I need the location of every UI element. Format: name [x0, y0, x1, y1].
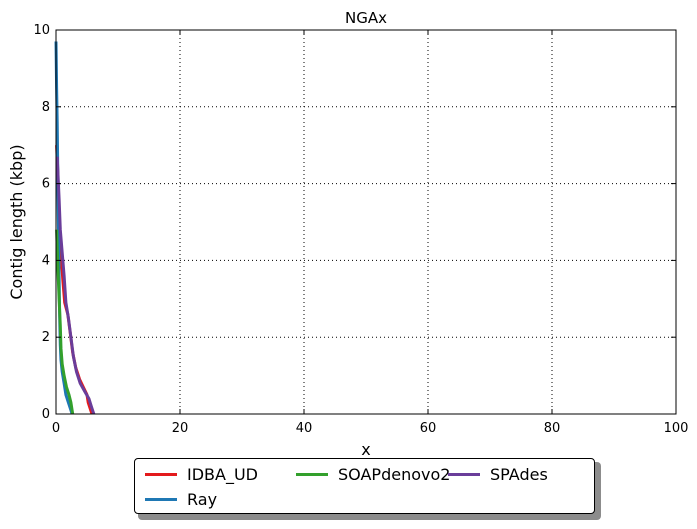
x-tick-label: 40 [296, 421, 313, 436]
legend-item: SPAdes [448, 463, 548, 485]
x-tick-label: 60 [420, 421, 437, 436]
x-tick-label: 80 [544, 421, 561, 436]
legend-swatch [448, 472, 480, 476]
x-tick-label: 20 [172, 421, 189, 436]
legend: IDBA_UD Ray SOAPdenovo2 SPAdes [134, 458, 595, 514]
plot-frame [55, 29, 677, 415]
grid [55, 29, 677, 415]
legend-swatch [145, 472, 177, 476]
y-tick-label: 0 [42, 407, 50, 422]
legend-label: SPAdes [490, 464, 548, 484]
series-lines [54, 41, 96, 415]
series-line-spades [55, 156, 96, 415]
legend-swatch [296, 472, 328, 476]
chart-title: NGAx [345, 9, 387, 27]
y-tick-label: 10 [33, 23, 50, 38]
legend-item: IDBA_UD [145, 463, 258, 485]
x-tick-label: 0 [52, 421, 60, 436]
y-tick-label: 8 [42, 100, 50, 115]
x-tick-label: 100 [664, 421, 689, 436]
ticks: 0 20 40 60 80 100 0 2 4 6 8 10 [33, 23, 688, 436]
legend-swatch [145, 497, 177, 501]
y-tick-label: 4 [42, 253, 50, 268]
legend-label: Ray [187, 489, 218, 509]
legend-label: IDBA_UD [187, 464, 258, 484]
y-tick-label: 2 [42, 330, 50, 345]
series-line-soapdenovo2 [55, 229, 75, 415]
series-line-ray [54, 41, 74, 415]
legend-label: SOAPdenovo2 [338, 464, 451, 484]
y-axis-label: Contig length (kbp) [7, 144, 26, 299]
x-axis-label: x [361, 440, 370, 459]
legend-item: SOAPdenovo2 [296, 463, 450, 485]
y-tick-label: 6 [42, 177, 50, 192]
legend-item: Ray [145, 488, 217, 510]
